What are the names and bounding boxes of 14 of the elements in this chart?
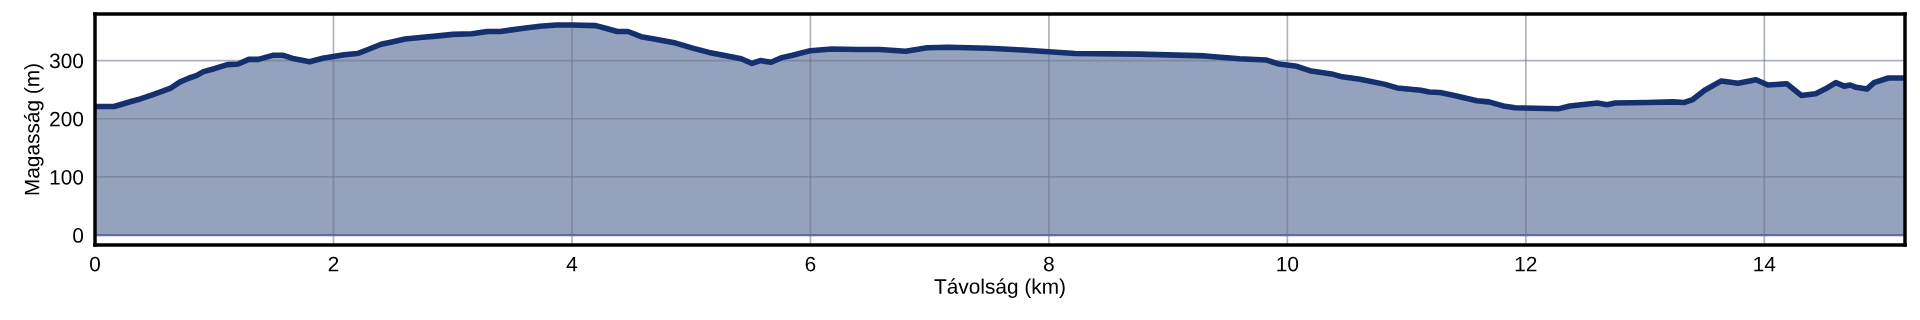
y-tick-label: 100: [50, 169, 84, 185]
x-tick-label: 0: [90, 256, 100, 272]
x-tick-label: 8: [1044, 256, 1054, 272]
x-axis-title: Távolság (km): [934, 278, 1065, 298]
y-tick-label: 200: [50, 111, 84, 127]
x-tick-label: 14: [1754, 256, 1776, 272]
y-tick-label: 0: [73, 228, 84, 243]
x-tick-label: 10: [1277, 256, 1299, 272]
x-tick-label: 4: [566, 256, 578, 272]
y-tick-label: 300: [49, 53, 84, 69]
x-tick-label: 12: [1515, 256, 1537, 272]
x-tick-label: 2: [328, 256, 339, 272]
y-axis-title: Magasság (m): [23, 64, 44, 195]
x-tick-label: 6: [805, 256, 816, 272]
